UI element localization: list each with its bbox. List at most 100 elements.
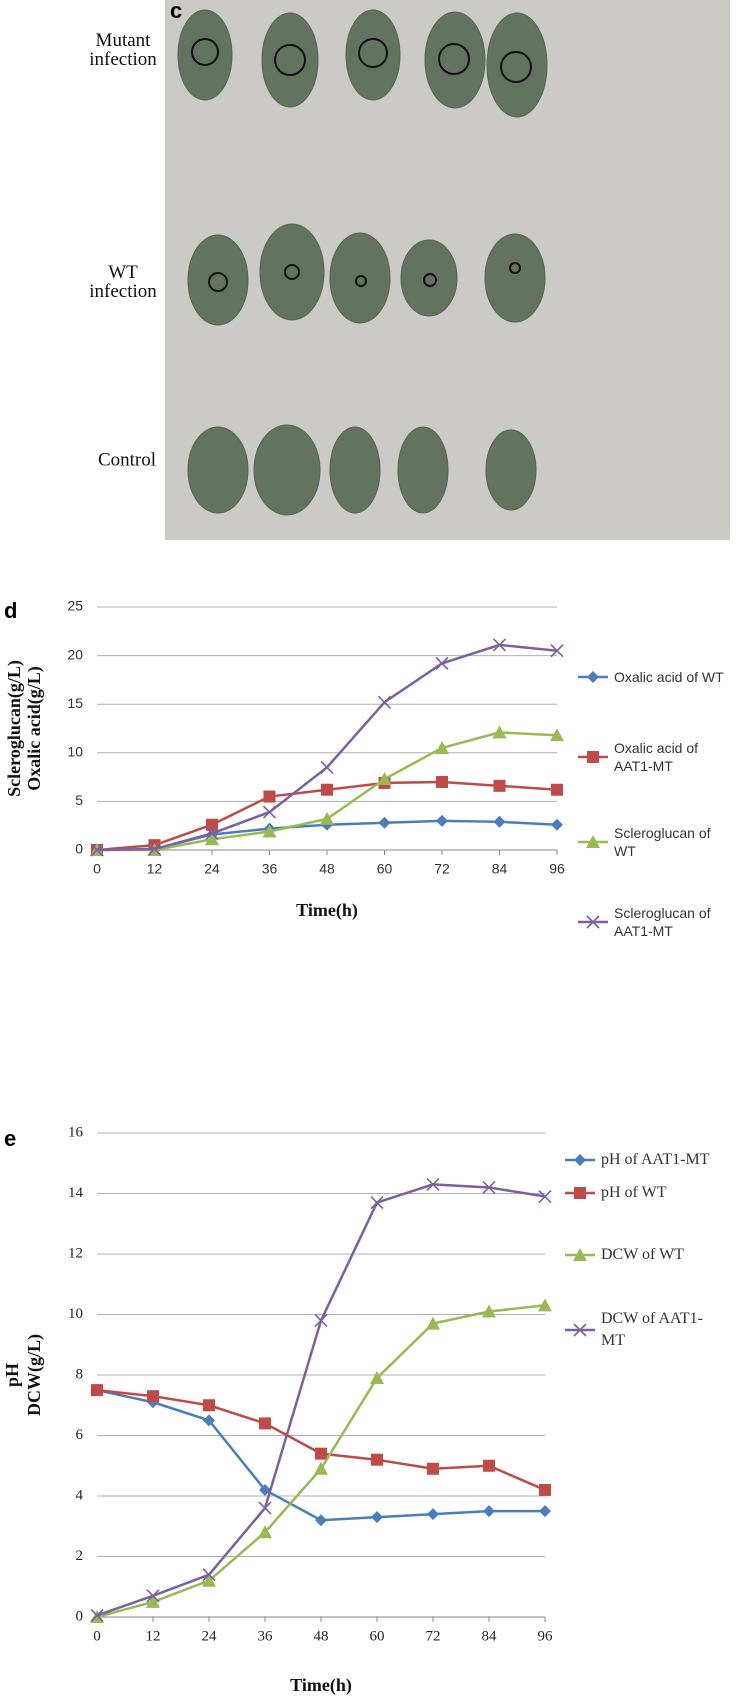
marker — [426, 1316, 440, 1330]
x-tick-label: 60 — [370, 1628, 385, 1644]
marker — [90, 843, 104, 857]
x-tick-label: 36 — [258, 1628, 274, 1644]
marker — [258, 1501, 272, 1515]
marker — [262, 824, 277, 838]
legend-label: DCW of WT — [601, 1246, 684, 1263]
x-axis-title: Time(h) — [296, 900, 358, 921]
y-tick-label: 16 — [68, 1124, 84, 1140]
leaves — [177, 9, 548, 516]
marker — [550, 728, 564, 742]
marker — [314, 1313, 328, 1328]
y-tick-label: 4 — [76, 1487, 84, 1503]
x-tick-label: 96 — [538, 1628, 554, 1644]
y-tick-label: 12 — [68, 1245, 83, 1261]
marker — [493, 815, 506, 828]
marker — [371, 1511, 383, 1524]
marker — [436, 814, 448, 827]
marker — [259, 1417, 271, 1430]
x-tick-label: 24 — [204, 861, 220, 877]
y-tick-label: 10 — [67, 744, 83, 760]
x-tick-label: 48 — [314, 1628, 329, 1644]
legend-label: Scleroglucan of AAT1-MT — [614, 905, 711, 939]
y-tick-label: 20 — [67, 646, 83, 662]
marker — [538, 1298, 552, 1312]
series-line — [96, 1304, 546, 1619]
marker — [146, 1594, 160, 1608]
marker — [205, 832, 219, 846]
y-axis-title: DCW(g/L) — [24, 1334, 45, 1416]
legend-marker — [573, 1323, 587, 1337]
marker — [483, 1459, 495, 1472]
y-axis-title: pH — [2, 1363, 22, 1387]
marker — [315, 1447, 327, 1460]
marker — [539, 1505, 551, 1518]
marker — [492, 638, 507, 652]
marker — [90, 1608, 104, 1623]
marker — [146, 1589, 160, 1603]
panel-label: c — [170, 0, 182, 23]
lesion-circles — [191, 38, 532, 292]
marker — [314, 1461, 328, 1475]
marker — [258, 1525, 272, 1539]
marker — [551, 783, 563, 796]
legend-marker — [573, 1248, 587, 1261]
y-tick-label: 10 — [68, 1306, 83, 1322]
x-tick-label: 0 — [93, 861, 101, 877]
marker — [202, 1573, 216, 1587]
marker — [263, 790, 276, 803]
y-tick-label: 0 — [76, 1608, 84, 1624]
marker — [321, 783, 333, 796]
marker — [206, 818, 218, 831]
marker — [492, 725, 507, 739]
y-tick-label: 0 — [75, 841, 83, 857]
legend-marker — [587, 751, 599, 763]
marker — [320, 811, 334, 825]
marker — [259, 1483, 271, 1496]
x-tick-label: 0 — [93, 1628, 101, 1644]
x-tick-label: 84 — [492, 861, 508, 877]
marker — [147, 842, 162, 856]
row-label: Control — [97, 449, 157, 471]
marker — [262, 805, 277, 819]
x-tick-label: 24 — [202, 1628, 218, 1644]
panel-label: d — [4, 598, 17, 623]
legend-label: Oxalic acid of AAT1-MT — [614, 740, 699, 774]
marker — [539, 1483, 551, 1496]
marker — [427, 1508, 439, 1521]
y-axis-title: Scleroglucan(g/L) — [4, 660, 25, 797]
legend-label: Scleroglucan of WT — [614, 825, 711, 859]
legend-label: DCW of AAT1-MT — [601, 1310, 703, 1349]
series-line — [96, 1183, 546, 1617]
marker — [147, 1390, 159, 1403]
marker — [483, 1505, 495, 1518]
marker — [550, 644, 564, 658]
marker — [370, 1371, 384, 1385]
marker — [370, 1196, 384, 1210]
marker — [320, 760, 334, 774]
marker — [493, 779, 506, 792]
y-axis-title: Oxalic acid(g/L) — [24, 666, 45, 791]
y-tick-label: 25 — [67, 598, 83, 614]
y-tick-label: 6 — [76, 1427, 84, 1443]
marker — [427, 1462, 439, 1475]
legend-marker — [574, 1187, 586, 1199]
x-tick-label: 96 — [549, 861, 565, 877]
marker — [482, 1180, 496, 1195]
row-label: WT infection — [89, 262, 157, 302]
legend-marker — [587, 671, 599, 683]
y-tick-label: 5 — [75, 792, 83, 808]
legend-label: pH of AAT1-MT — [601, 1151, 710, 1168]
marker — [91, 1384, 103, 1397]
y-tick-label: 14 — [68, 1185, 84, 1201]
legend-marker — [586, 915, 600, 929]
x-tick-label: 12 — [147, 861, 163, 877]
marker — [377, 772, 392, 786]
x-axis-title: Time(h) — [290, 1675, 352, 1696]
marker — [426, 1177, 440, 1191]
legend-label: Oxalic acid of WT — [614, 669, 724, 685]
x-tick-label: 60 — [377, 861, 393, 877]
marker — [371, 1453, 383, 1466]
marker — [377, 695, 392, 709]
